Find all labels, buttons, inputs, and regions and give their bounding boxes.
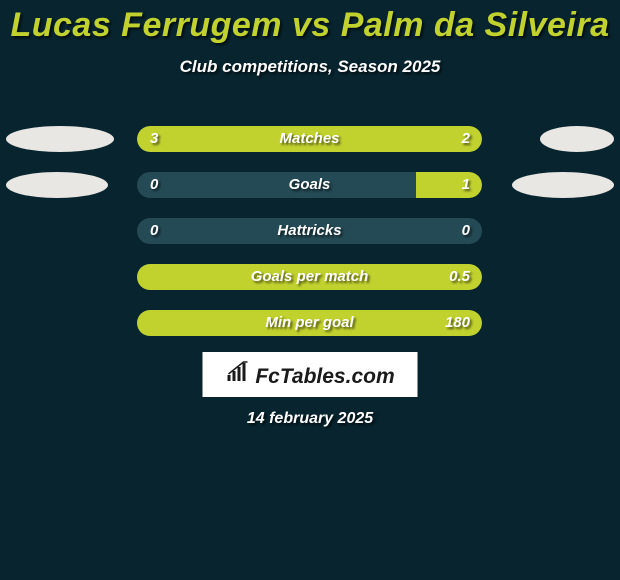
date-label: 14 february 2025 [0, 410, 620, 428]
stat-label: Goals [137, 172, 482, 198]
team-ellipse-right [512, 172, 614, 198]
page-subtitle: Club competitions, Season 2025 [0, 57, 620, 77]
stat-row: 3 2 Matches [0, 126, 620, 152]
stat-row: 180 Min per goal [0, 310, 620, 336]
source-logo-text: FcTables.com [255, 365, 394, 389]
source-logo: FcTables.com [225, 361, 394, 389]
stat-row: 0 1 Goals [0, 172, 620, 198]
stat-rows: 3 2 Matches 0 1 Goals 0 0 Hattricks [0, 126, 620, 356]
stat-label: Goals per match [137, 264, 482, 290]
stat-row: 0.5 Goals per match [0, 264, 620, 290]
infographic-root: Lucas Ferrugem vs Palm da Silveira Club … [0, 0, 620, 580]
team-ellipse-left [6, 126, 114, 152]
source-logo-box: FcTables.com [203, 352, 418, 397]
page-title: Lucas Ferrugem vs Palm da Silveira [0, 0, 620, 45]
stat-label: Min per goal [137, 310, 482, 336]
team-ellipse-right [540, 126, 614, 152]
bars-icon [225, 361, 251, 383]
team-ellipse-left [6, 172, 108, 198]
stat-label: Hattricks [137, 218, 482, 244]
stat-label: Matches [137, 126, 482, 152]
stat-row: 0 0 Hattricks [0, 218, 620, 244]
